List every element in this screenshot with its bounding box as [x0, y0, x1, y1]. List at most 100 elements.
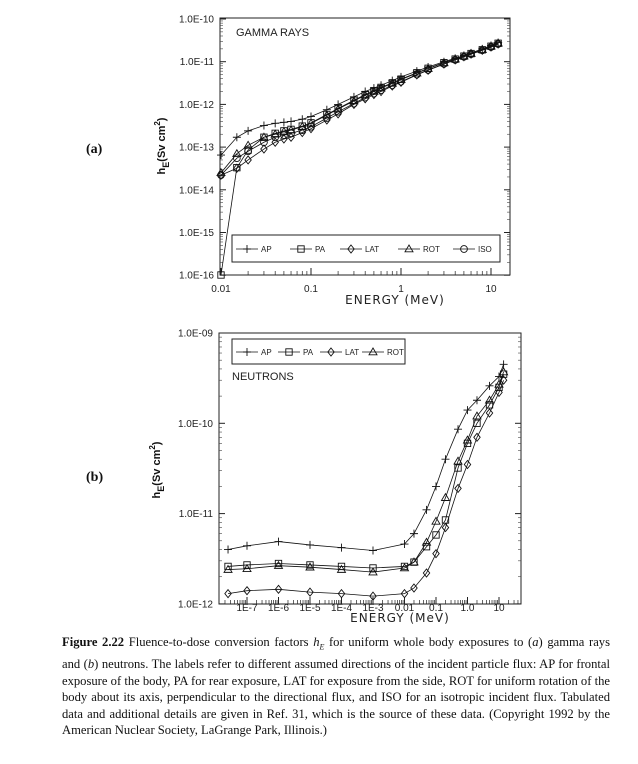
x-tick-label: 1 — [398, 284, 404, 295]
legend-label: LAT — [365, 245, 379, 254]
square-marker — [297, 245, 305, 253]
plus-marker — [271, 119, 280, 128]
circle-marker — [280, 131, 288, 140]
legend-item-iso: ISO — [453, 245, 492, 254]
circle-marker — [494, 40, 502, 48]
triangle-marker — [273, 560, 284, 569]
triangle-marker — [368, 347, 378, 356]
legend-label: LAT — [345, 348, 359, 357]
chart-title: GAMMA RAYS — [236, 27, 309, 39]
diamond-marker — [370, 89, 378, 100]
diamond-marker — [244, 155, 252, 165]
diamond-marker — [274, 584, 283, 595]
diamond-marker — [233, 163, 241, 173]
triangle-marker — [439, 57, 449, 67]
square-marker — [243, 561, 251, 569]
y-label-unit: (Sv cm — [151, 449, 163, 485]
triangle-marker — [466, 48, 476, 57]
y-tick-label: 1.0E-15 — [179, 228, 214, 239]
square-marker — [224, 562, 232, 571]
triangle-marker — [431, 516, 441, 525]
triangle-marker — [259, 132, 269, 141]
circle-marker — [388, 81, 397, 90]
legend-item-lat: LAT — [340, 244, 379, 254]
y-axis-label: hE(Sv cm2) — [148, 441, 166, 498]
y-axis-label: hE(Sv cm2) — [153, 117, 171, 174]
diamond-marker — [350, 99, 358, 110]
circle-marker — [377, 86, 385, 95]
figure-caption: Figure 2.22 Fluence-to-dose conversion f… — [62, 634, 610, 739]
panel-label-b: (b) — [86, 470, 104, 485]
figure-charts: 1.0E-10 1.0E-11 1.0E-12 1.0E-13 1.0E-14 1.0E-… — [148, 15, 522, 625]
triangle-marker — [494, 379, 504, 388]
x-tick-label: 1E-6 — [268, 603, 290, 614]
y-label-sup: 2 — [148, 445, 157, 450]
circle-marker — [412, 70, 421, 79]
diamond-marker — [454, 483, 462, 494]
diamond-marker — [422, 568, 431, 578]
square-marker — [306, 561, 314, 569]
series-line — [220, 43, 499, 176]
circle-marker — [478, 46, 487, 55]
y-tick-label: 1.0E-11 — [180, 57, 215, 68]
circle-marker — [370, 89, 378, 98]
y-label-sup: 2 — [153, 121, 162, 126]
circle-marker — [298, 126, 307, 134]
triangle-marker — [306, 118, 316, 127]
plus-marker — [224, 545, 233, 554]
triangle-marker — [232, 148, 242, 157]
x-tick-label: 0.1 — [304, 284, 318, 295]
x-axis-label: ENERGY (MeV) — [345, 293, 445, 307]
triangle-marker — [305, 562, 315, 571]
plus-marker — [472, 396, 481, 405]
plus-marker — [217, 151, 225, 160]
triangle-marker — [498, 367, 509, 376]
plus-marker — [454, 425, 463, 434]
plus-marker — [259, 121, 268, 130]
triangle-marker — [409, 557, 419, 566]
legend-item-pa: PA — [290, 245, 326, 254]
triangle-marker — [297, 121, 308, 130]
plus-marker — [441, 455, 450, 464]
circle-marker — [217, 171, 225, 180]
diamond-marker — [243, 585, 251, 596]
series-line — [228, 374, 504, 569]
circle-marker — [451, 56, 460, 64]
diamond-marker — [485, 408, 494, 418]
figure-number: Figure 2.22 — [62, 635, 125, 649]
legend-item-rot: ROT — [362, 347, 404, 357]
plus-marker — [243, 348, 251, 356]
triangle-marker — [404, 244, 414, 253]
y-tick-label: 1.0E-14 — [179, 185, 214, 196]
square-marker — [274, 559, 283, 568]
plus-marker — [422, 505, 431, 514]
plus-marker — [243, 245, 251, 253]
x-axis-label: ENERGY (MeV) — [350, 611, 450, 625]
x-tick-label: 0.1 — [429, 603, 443, 614]
circle-marker — [322, 114, 331, 122]
y-tick-label: 1.0E-12 — [178, 599, 213, 610]
diamond-marker — [260, 144, 268, 154]
y-label-close: ) — [151, 441, 163, 445]
y-label-sub: E — [156, 486, 166, 492]
series-line — [220, 43, 499, 176]
series-ap — [224, 360, 508, 555]
caption-subscript: E — [319, 642, 325, 652]
legend: AP PA LAT ROT — [231, 338, 406, 365]
caption-text: ) gamma rays and ( — [62, 635, 610, 672]
triangle-marker — [493, 38, 503, 47]
legend-label: ROT — [423, 245, 440, 254]
diamond-marker — [473, 432, 481, 443]
x-tick-label: 1E-3 — [362, 603, 384, 614]
x-tick-label: 1E-7 — [236, 603, 258, 614]
diamond-marker — [432, 548, 440, 559]
plus-marker — [463, 406, 472, 415]
triangle-marker — [450, 54, 460, 63]
square-marker — [432, 531, 440, 539]
y-label-close: ) — [156, 117, 168, 121]
plus-marker — [369, 546, 377, 555]
x-tick-label: 0.01 — [211, 284, 231, 295]
plus-marker — [244, 126, 253, 135]
legend-item-pa: PA — [278, 348, 314, 357]
plus-marker — [485, 381, 494, 390]
